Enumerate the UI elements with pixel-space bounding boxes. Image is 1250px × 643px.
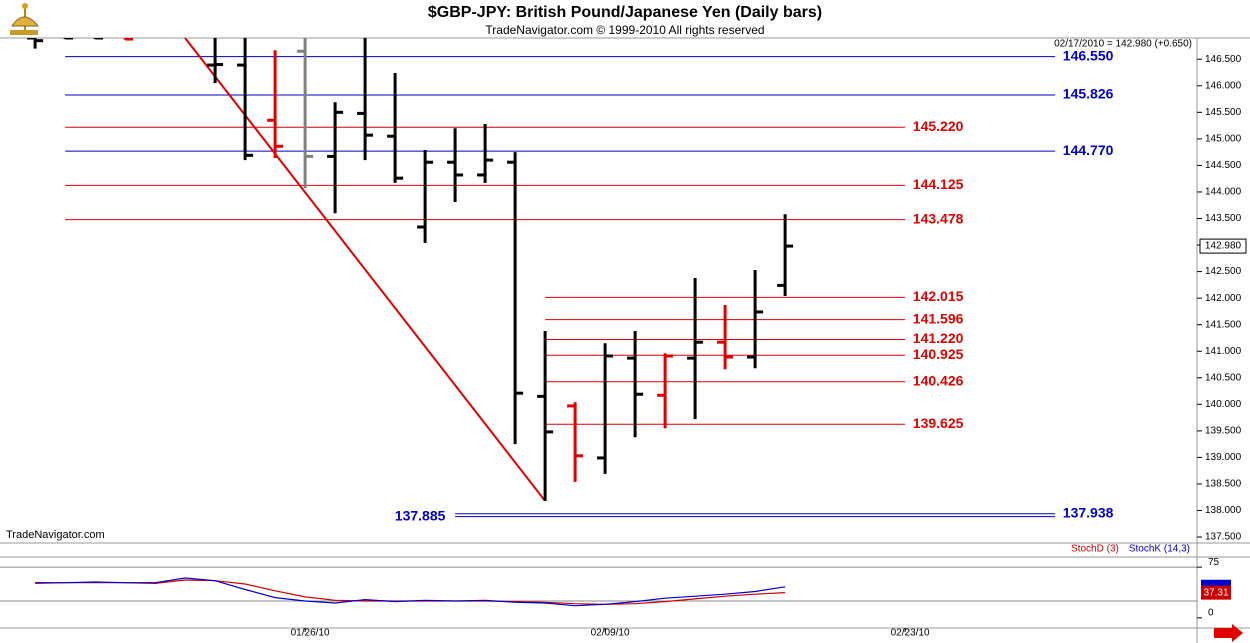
y-tick-label: 141.000	[1205, 346, 1242, 357]
y-tick-label: 139.500	[1205, 425, 1242, 436]
y-tick-label: 75	[1208, 557, 1220, 568]
price-plot	[27, 38, 1056, 518]
last-price-label: 142.980	[1205, 241, 1242, 252]
watermark: TradeNavigator.com	[6, 529, 105, 541]
last-price-box	[1199, 238, 1247, 254]
x-tick-label: 01/26/10	[291, 628, 330, 639]
legend-entry: StochD (3)	[1071, 544, 1119, 555]
level-label: 137.938	[1063, 504, 1114, 520]
y-tick-label: 138.000	[1205, 505, 1242, 516]
level-label: 139.625	[913, 415, 964, 431]
y-tick-label: 0	[1208, 607, 1214, 618]
last-value-box	[1201, 585, 1231, 600]
y-tick-label: 137.500	[1205, 532, 1242, 543]
logo	[10, 3, 40, 35]
chart-subtitle: TradeNavigator.com © 1999-2010 All right…	[485, 23, 764, 37]
level-label: 141.596	[913, 310, 964, 326]
level-label: 137.885	[395, 507, 446, 523]
price-info: 02/17/2010 = 142.980 (+0.650)	[1054, 39, 1192, 50]
legend-entry: StochK (14,3)	[1129, 544, 1190, 555]
y-tick-label: 146.000	[1205, 80, 1242, 91]
y-tick-label: 146.500	[1205, 54, 1242, 65]
x-tick-label: 02/23/10	[891, 628, 930, 639]
y-tick-label: 139.000	[1205, 452, 1242, 463]
y-tick-label: 145.500	[1205, 107, 1242, 118]
overlay: 137.500 138.000 138.500 139.000 139.500 140.0…	[291, 47, 1247, 639]
y-tick-label: 144.500	[1205, 160, 1242, 171]
y-tick-label: 143.500	[1205, 213, 1242, 224]
y-tick-label: 142.000	[1205, 293, 1242, 304]
level-label: 144.770	[1063, 142, 1114, 158]
y-tick-label: 141.500	[1205, 319, 1242, 330]
x-tick-label: 02/09/10	[591, 628, 630, 639]
y-tick-label: 144.000	[1205, 187, 1242, 198]
level-label: 141.220	[913, 330, 964, 346]
y-tick-label: 140.500	[1205, 372, 1242, 383]
stochastic-plot	[0, 566, 1197, 607]
level-label: 145.220	[913, 118, 964, 134]
level-label: 145.826	[1063, 86, 1114, 102]
level-label: 144.125	[913, 176, 964, 192]
level-label: 143.478	[913, 210, 964, 226]
stoch-line	[35, 577, 786, 607]
level-label: 140.925	[913, 346, 964, 362]
y-tick-label: 138.500	[1205, 479, 1242, 490]
chart-title: $GBP-JPY: British Pound/Japanese Yen (Da…	[428, 4, 822, 21]
level-label: 142.015	[913, 288, 964, 304]
level-label: 140.426	[913, 372, 964, 388]
y-tick-label: 140.000	[1205, 399, 1242, 410]
y-tick-label: 142.500	[1205, 266, 1242, 277]
last-value-label: 37.31	[1203, 587, 1228, 598]
y-tick-label: 145.000	[1205, 134, 1242, 145]
scroll-arrow[interactable]	[1214, 624, 1243, 642]
level-label: 146.550	[1063, 47, 1114, 63]
